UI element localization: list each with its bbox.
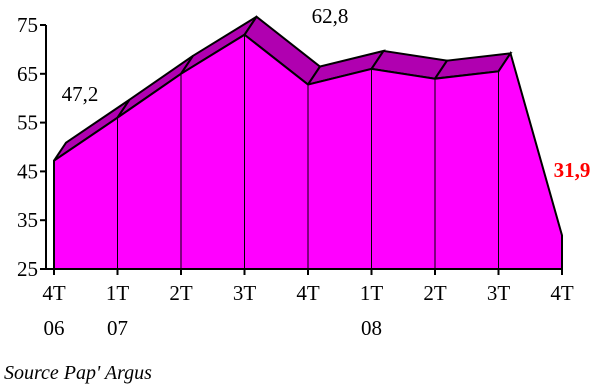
y-tick-label: 55 [17,111,38,135]
x-tick-label: 1T [106,281,130,305]
x-tick-label: 3T [487,281,511,305]
x-tick-label: 4T [296,281,320,305]
y-tick-label: 75 [17,13,38,37]
x-tick-label-year: 07 [107,316,128,340]
data-label: 62,8 [312,4,349,28]
x-tick-label: 4T [550,281,574,305]
y-tick-label: 25 [17,257,38,281]
x-tick-label-year: 08 [361,316,382,340]
x-tick-label: 1T [360,281,384,305]
x-tick-label: 4T [42,281,66,305]
y-tick-label: 65 [17,62,38,86]
y-tick-label: 45 [17,159,38,183]
data-label: 47,2 [62,82,99,106]
source-note: Source Pap' Argus [4,362,152,384]
x-tick-label-year: 06 [44,316,65,340]
y-tick-label: 35 [17,208,38,232]
data-label: 31,9 [554,158,591,182]
x-tick-label: 2T [169,281,193,305]
x-tick-label: 3T [233,281,257,305]
x-tick-label: 2T [423,281,447,305]
